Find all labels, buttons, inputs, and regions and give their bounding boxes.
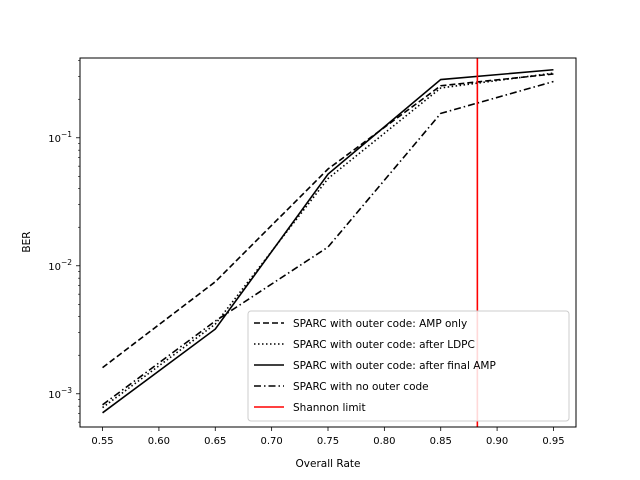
series-line-4 [102, 80, 554, 406]
y-tick-label: 10−1 [48, 130, 72, 145]
series-line-3 [102, 68, 554, 414]
y-tick-label: 10−2 [48, 258, 72, 273]
series-line-2 [102, 72, 554, 409]
series-line-1 [102, 73, 554, 369]
x-tick-label: 0.60 [148, 436, 170, 447]
x-tick-label: 0.85 [430, 436, 452, 447]
x-tick-label: 0.75 [317, 436, 339, 447]
y-tick-label: 10−3 [48, 386, 72, 401]
x-tick-label: 0.95 [542, 436, 564, 447]
legend-label-5: Shannon limit [293, 402, 366, 414]
x-axis: 0.55 0.60 0.65 0.70 0.75 0.80 0.85 0.90 0.95 [91, 427, 565, 447]
y-axis: 10−3 10−2 10−1 [48, 60, 80, 423]
x-tick-label: 0.55 [91, 436, 113, 447]
legend-label-3: SPARC with outer code: after final AMP [293, 360, 496, 372]
legend-label-4: SPARC with no outer code [293, 381, 429, 393]
legend: SPARC with outer code: AMP only SPARC wit… [247, 310, 570, 422]
x-tick-label: 0.80 [373, 436, 395, 447]
x-tick-label: 0.65 [204, 436, 226, 447]
legend-box [247, 310, 570, 422]
legend-label-1: SPARC with outer code: AMP only [293, 318, 467, 330]
x-axis-label: Overall Rate [296, 458, 361, 470]
legend-label-2: SPARC with outer code: after LDPC [293, 339, 475, 351]
x-tick-label: 0.90 [486, 436, 508, 447]
y-axis-label: BER [21, 231, 33, 252]
plot-area [102, 68, 554, 414]
x-tick-label: 0.70 [261, 436, 283, 447]
